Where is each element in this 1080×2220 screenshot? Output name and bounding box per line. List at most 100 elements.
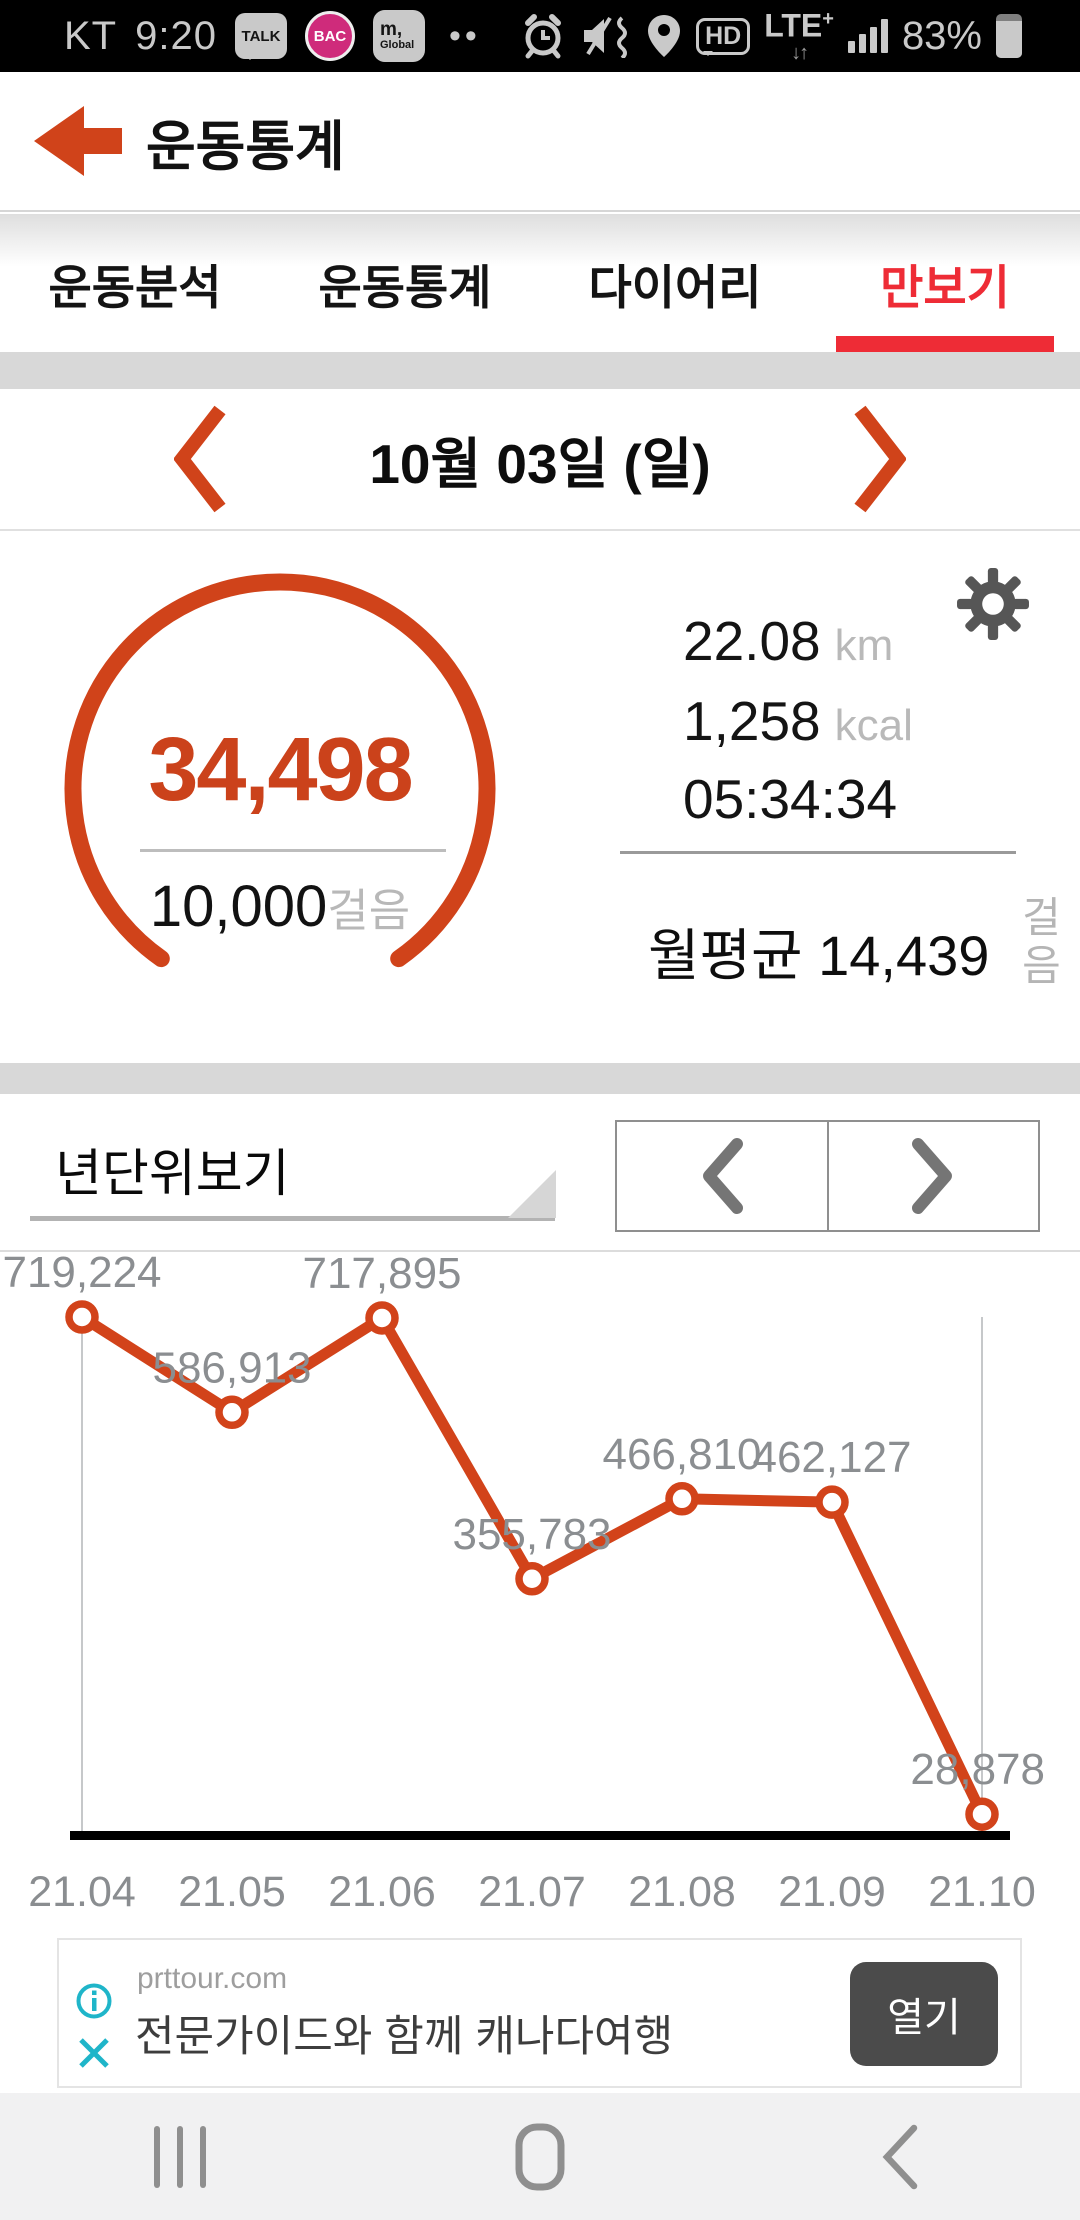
chart-x-tick-label: 21.07 — [478, 1868, 586, 1916]
steps-gauge-arc — [64, 573, 496, 968]
next-period-button[interactable] — [826, 1122, 1039, 1230]
chart-x-tick-label: 21.04 — [28, 1868, 136, 1916]
calories-value: 1,258 — [683, 690, 821, 752]
chart-point-label: 717,895 — [302, 1254, 461, 1298]
vibrate-mute-icon — [580, 14, 632, 58]
back-arrow-icon — [34, 106, 122, 176]
duration-value: 05:34:34 — [683, 768, 898, 830]
prev-chevron-icon — [174, 405, 226, 513]
steps-goal: 10,000걸음 — [0, 873, 560, 940]
tab-label: 운동분석 — [48, 260, 222, 314]
dropdown-triangle-icon[interactable] — [508, 1170, 556, 1218]
active-tab-underline — [836, 336, 1054, 352]
period-selector-row: 년단위보기 — [0, 1094, 1080, 1252]
system-nav-bar — [0, 2093, 1080, 2220]
signal-bars-icon — [847, 19, 888, 53]
network-label: LTE — [764, 7, 823, 44]
lte-plus-icon: LTE+ ↓↑ — [764, 5, 834, 68]
tab-label: 다이어리 — [588, 260, 762, 314]
chart-x-tick-label: 21.10 — [928, 1868, 1036, 1916]
distance-stat: 22.08 km — [683, 609, 893, 673]
ad-info-icon[interactable] — [75, 1982, 113, 2025]
date-navigator: 10월 03일 (일) — [0, 389, 1080, 531]
distance-value: 22.08 — [683, 610, 821, 672]
home-icon — [515, 2123, 565, 2190]
chart-point — [815, 1485, 849, 1519]
tab-exercise-stats[interactable]: 운동통계 — [270, 214, 540, 352]
period-pager — [615, 1120, 1040, 1232]
chart-point-label: 28,878 — [910, 1745, 1045, 1794]
next-chevron-icon — [912, 1138, 953, 1214]
prev-chevron-icon — [702, 1138, 743, 1214]
prev-period-button[interactable] — [617, 1122, 827, 1230]
goal-unit: 걸음 — [327, 885, 411, 936]
gear-icon — [957, 568, 1029, 640]
location-icon — [646, 13, 682, 59]
steps-line-chart: 719,224 586,913 717,895 355,783 466,810462,1… — [2, 1248, 1045, 1916]
chart-x-tick-label: 21.05 — [178, 1868, 286, 1916]
chart-point-label: 719,224 — [2, 1254, 161, 1297]
app-header: 운동통계 — [0, 72, 1080, 212]
m-global-notification-icon: m, Global — [372, 10, 425, 62]
chart-point-label: 466,810 — [602, 1430, 761, 1479]
tab-label: 운동통계 — [318, 260, 492, 314]
hd-call-icon: HD — [696, 17, 751, 56]
calories-unit: kcal — [834, 701, 913, 750]
nav-back-button[interactable] — [720, 2124, 1080, 2190]
monthly-average-stat: 월평균 14,439 — [648, 911, 989, 992]
tab-exercise-analysis[interactable]: 운동분석 — [0, 214, 270, 352]
recents-button[interactable] — [0, 2125, 360, 2188]
chart-point — [965, 1797, 999, 1831]
tab-diary[interactable]: 다이어리 — [540, 214, 810, 352]
chart-x-tick-label: 21.09 — [778, 1868, 886, 1916]
battery-icon — [996, 14, 1022, 58]
ad-banner-zone: prttour.com 전문가이드와 함께 캐나다여행 열기 — [0, 1932, 1080, 2093]
monthly-average-label: 월평균 — [648, 924, 803, 987]
prev-day-button[interactable] — [140, 399, 260, 519]
carrier-label: KT — [64, 13, 118, 58]
next-day-button[interactable] — [820, 399, 940, 519]
chart-point — [365, 1301, 399, 1335]
goal-value: 10,000 — [149, 874, 328, 939]
daily-summary-section: 34,498 10,000걸음 — [0, 533, 1080, 1063]
settings-button[interactable] — [956, 567, 1030, 641]
more-notifications-icon: •• — [448, 16, 481, 55]
bac-label: BAC — [313, 27, 347, 45]
recents-icon — [154, 2125, 206, 2188]
chart-point — [515, 1562, 549, 1596]
gauge-divider — [140, 849, 446, 852]
ad-close-icon[interactable] — [77, 2036, 111, 2075]
period-dropdown[interactable]: 년단위보기 — [55, 1145, 290, 1202]
next-chevron-icon — [854, 405, 906, 513]
data-arrows-icon: ↓↑ — [791, 42, 809, 65]
back-button[interactable] — [18, 81, 138, 201]
monthly-steps-chart: 719,224 586,913 717,895 355,783 466,810 462,1… — [0, 1248, 1080, 1932]
battery-percent-label: 83% — [901, 13, 982, 58]
chart-point — [65, 1300, 99, 1334]
talk-label: TALK — [241, 27, 281, 45]
page-title: 운동통계 — [146, 116, 345, 177]
bac-notification-icon: BAC — [304, 11, 355, 61]
chart-x-tick-label: 21.06 — [328, 1868, 436, 1916]
tab-bar: 운동분석 운동통계 다이어리 만보기 — [0, 214, 1080, 352]
duration-stat: 05:34:34 — [683, 767, 897, 831]
dropdown-underline — [30, 1216, 555, 1221]
steps-count: 34,498 — [148, 720, 413, 820]
kakaotalk-notification-icon: TALK — [234, 13, 287, 60]
home-button[interactable] — [360, 2123, 720, 2191]
section-divider-band — [0, 1063, 1080, 1094]
monthly-average-value: 14,439 — [818, 924, 990, 987]
ad-card[interactable]: prttour.com 전문가이드와 함께 캐나다여행 열기 — [57, 1938, 1022, 2088]
chart-x-tick-label: 21.08 — [628, 1868, 736, 1916]
network-plus: + — [822, 7, 834, 30]
chart-point-label: 355,783 — [452, 1510, 611, 1559]
ad-open-button[interactable]: 열기 — [850, 1962, 998, 2066]
monthly-average-unit: 걸음 — [1015, 895, 1062, 991]
tab-label: 만보기 — [880, 260, 1010, 314]
m-global-line2: Global — [379, 39, 415, 51]
chart-x-axis — [70, 1831, 1010, 1840]
tab-pedometer[interactable]: 만보기 — [810, 214, 1080, 352]
chart-point-label: 462,127 — [752, 1433, 911, 1482]
status-clock: 9:20 — [135, 13, 217, 58]
